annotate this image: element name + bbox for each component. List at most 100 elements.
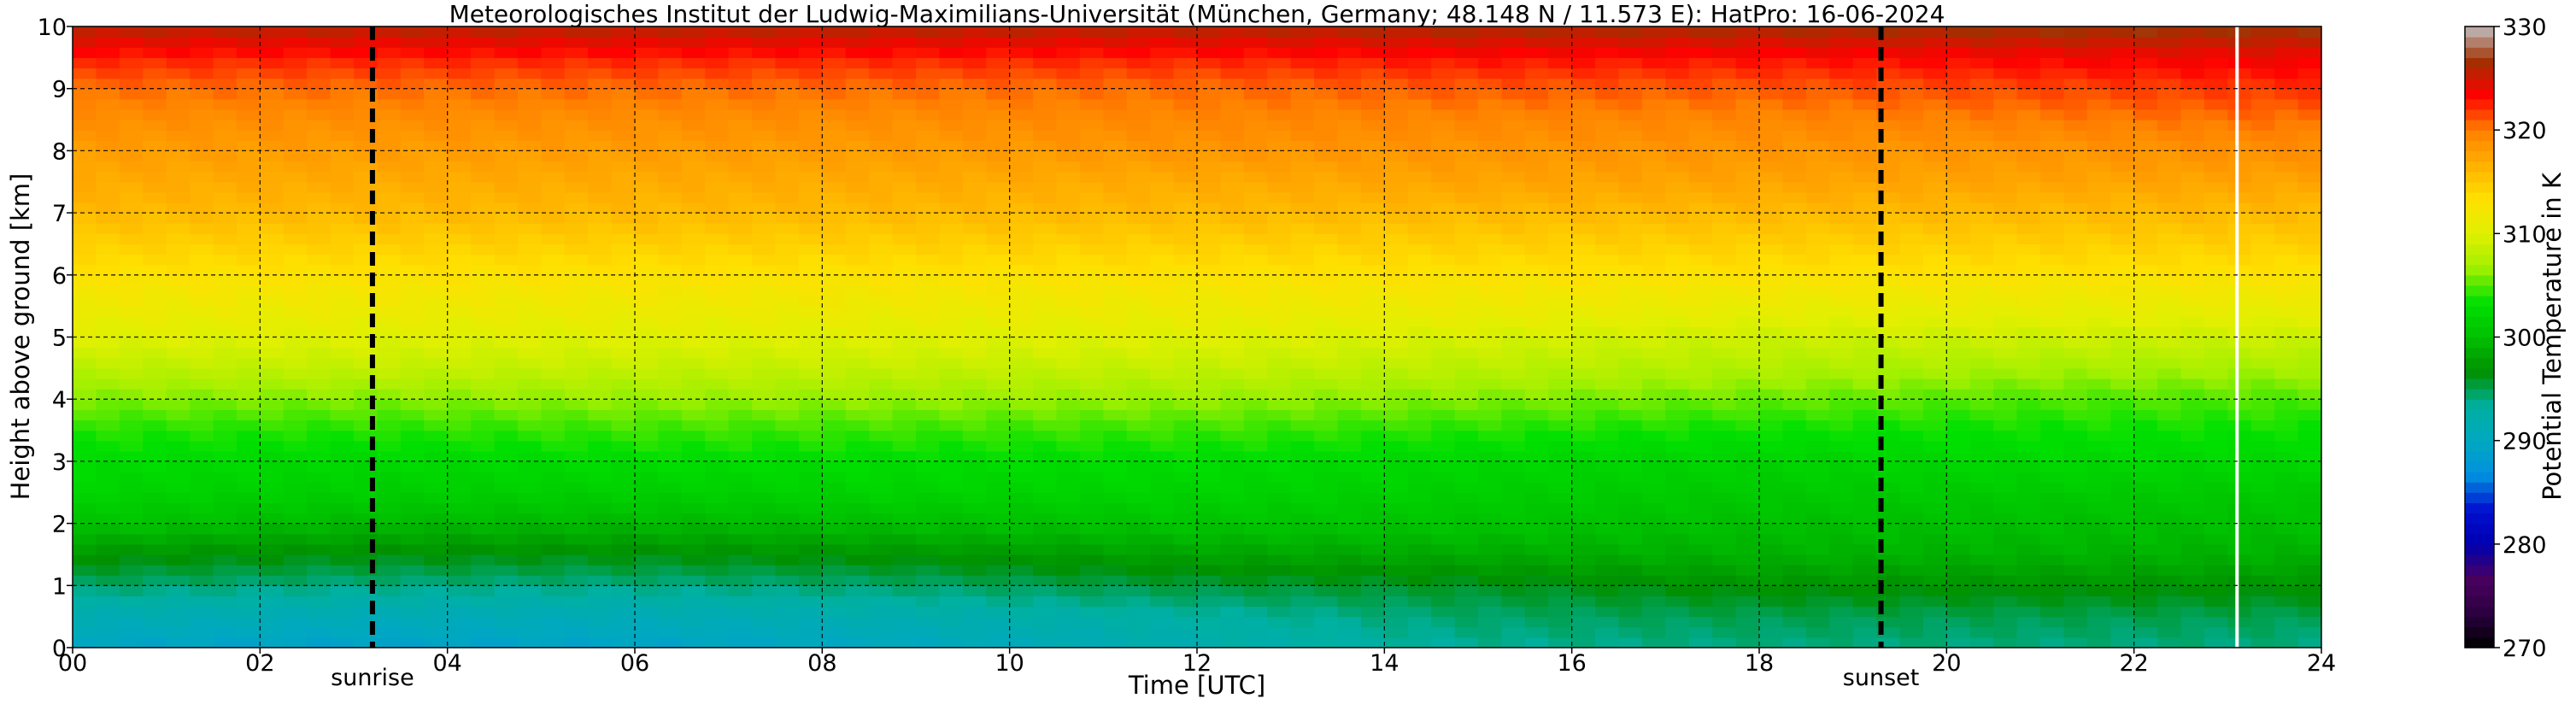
- heatmap-cell: [1243, 378, 1268, 390]
- heatmap-cell: [939, 181, 964, 193]
- heatmap-cell: [1618, 223, 1643, 234]
- heatmap-cell: [1852, 213, 1877, 224]
- heatmap-cell: [1103, 326, 1128, 338]
- heatmap-cell: [681, 616, 706, 628]
- heatmap-cell: [892, 554, 917, 566]
- heatmap-cell: [494, 626, 519, 638]
- heatmap-cell: [1103, 191, 1128, 203]
- heatmap-cell: [1314, 88, 1339, 100]
- heatmap-cell: [1009, 492, 1034, 503]
- heatmap-cell: [1243, 213, 1268, 224]
- heatmap-cell: [1150, 264, 1175, 276]
- heatmap-cell: [1267, 450, 1292, 462]
- heatmap-cell: [869, 109, 894, 120]
- heatmap-cell: [143, 88, 167, 100]
- heatmap-cell: [166, 233, 191, 245]
- heatmap-cell: [1056, 57, 1081, 69]
- heatmap-cell: [892, 637, 917, 648]
- heatmap-cell: [1360, 306, 1385, 317]
- heatmap-cell: [1712, 191, 1737, 203]
- heatmap-cell: [1501, 389, 1526, 400]
- heatmap-cell: [1993, 98, 2018, 110]
- heatmap-cell: [400, 202, 425, 214]
- heatmap-cell: [1360, 47, 1385, 58]
- heatmap-cell: [1290, 171, 1315, 183]
- heatmap-cell: [190, 419, 214, 431]
- heatmap-cell: [1595, 88, 1620, 100]
- heatmap-cell: [1852, 233, 1877, 245]
- heatmap-cell: [447, 130, 472, 141]
- heatmap-cell: [1220, 378, 1245, 390]
- heatmap-cell: [1079, 367, 1104, 379]
- heatmap-cell: [190, 161, 214, 173]
- heatmap-cell: [1548, 120, 1573, 131]
- heatmap-cell: [307, 161, 332, 173]
- heatmap-cell: [1946, 26, 1971, 38]
- heatmap-cell: [1595, 264, 1620, 276]
- heatmap-cell: [1501, 523, 1526, 535]
- heatmap-cell: [143, 213, 167, 224]
- heatmap-cell: [1501, 120, 1526, 131]
- heatmap-cell: [752, 161, 777, 173]
- heatmap-cell: [1712, 213, 1737, 224]
- heatmap-cell: [1641, 296, 1666, 307]
- heatmap-cell: [658, 130, 683, 141]
- heatmap-cell: [681, 202, 706, 214]
- heatmap-cell: [1384, 565, 1409, 576]
- heatmap-cell: [166, 585, 191, 597]
- heatmap-cell: [377, 67, 402, 79]
- heatmap-cell: [939, 161, 964, 173]
- heatmap-cell: [1969, 461, 1994, 472]
- heatmap-cell: [330, 296, 355, 307]
- heatmap-cell: [1829, 57, 1854, 69]
- heatmap-cell: [635, 274, 660, 286]
- heatmap-cell: [330, 109, 355, 120]
- heatmap-cell: [1220, 337, 1245, 349]
- heatmap-cell: [681, 533, 706, 545]
- heatmap-cell: [143, 637, 167, 648]
- heatmap-cell: [73, 533, 97, 545]
- heatmap-cell: [1782, 389, 1807, 400]
- heatmap-cell: [1220, 98, 1245, 110]
- heatmap-cell: [1056, 430, 1081, 442]
- heatmap-cell: [400, 243, 425, 255]
- heatmap-cell: [213, 616, 238, 628]
- heatmap-cell: [190, 399, 214, 410]
- heatmap-cell: [1571, 130, 1596, 141]
- heatmap-cell: [1220, 233, 1245, 245]
- heatmap-cell: [916, 626, 941, 638]
- heatmap-cell: [1360, 67, 1385, 79]
- heatmap-cell: [1033, 202, 1058, 214]
- heatmap-cell: [1618, 326, 1643, 338]
- heatmap-cell: [845, 389, 870, 400]
- heatmap-cell: [564, 191, 589, 203]
- heatmap-cell: [1478, 326, 1503, 338]
- heatmap-cell: [447, 233, 472, 245]
- heatmap-cell: [1688, 367, 1713, 379]
- heatmap-cell: [1079, 347, 1104, 359]
- heatmap-cell: [283, 67, 308, 79]
- heatmap-cell: [377, 150, 402, 162]
- heatmap-cell: [1454, 626, 1479, 638]
- heatmap-cell: [1056, 326, 1081, 338]
- heatmap-cell: [166, 296, 191, 307]
- heatmap-cell: [1641, 430, 1666, 442]
- heatmap-cell: [1173, 637, 1198, 648]
- heatmap-cell: [190, 120, 214, 131]
- heatmap-cell: [822, 243, 847, 255]
- heatmap-cell: [283, 450, 308, 462]
- heatmap-cell: [213, 57, 238, 69]
- heatmap-cell: [1548, 223, 1573, 234]
- heatmap-cell: [845, 565, 870, 576]
- heatmap-cell: [283, 140, 308, 151]
- heatmap-cell: [1150, 543, 1175, 555]
- heatmap-cell: [166, 120, 191, 131]
- heatmap-cell: [1009, 243, 1034, 255]
- heatmap-cell: [307, 337, 332, 349]
- heatmap-cell: [424, 202, 449, 214]
- heatmap-cell: [1478, 606, 1503, 618]
- heatmap-cell: [775, 378, 800, 390]
- heatmap-cell: [1688, 191, 1713, 203]
- heatmap-cell: [1595, 440, 1620, 452]
- heatmap-cell: [705, 326, 730, 338]
